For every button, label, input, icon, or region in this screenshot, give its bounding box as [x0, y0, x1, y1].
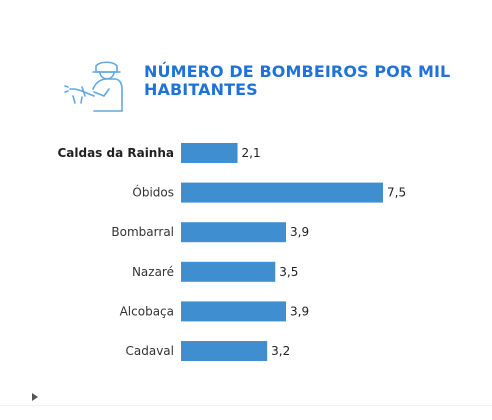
bar — [181, 341, 268, 361]
category-label: Nazaré — [132, 265, 174, 279]
bar-group: Caldas da Rainha 2,1 Óbidos 7,5 Bombarral 3,9… — [57, 143, 406, 361]
value-label: 7,5 — [387, 186, 406, 200]
value-label: 3,9 — [290, 304, 309, 318]
bar — [181, 261, 276, 282]
category-label: Caldas da Rainha — [57, 146, 174, 160]
firefighter-hose-icon — [64, 61, 123, 112]
chart-header: NÚMERO DE BOMBEIROS POR MIL HABITANTES — [62, 58, 482, 114]
category-label: Bombarral — [111, 225, 174, 239]
bar — [181, 182, 383, 203]
play-icon[interactable] — [31, 392, 39, 402]
value-label: 3,2 — [271, 344, 290, 358]
category-label: Cadaval — [126, 344, 175, 358]
value-label: 3,5 — [279, 265, 298, 279]
bar — [181, 222, 287, 243]
bar — [181, 301, 287, 322]
bottom-divider — [0, 405, 492, 406]
category-label: Óbidos — [132, 185, 174, 200]
category-label: Alcobaça — [120, 304, 174, 318]
value-label: 3,9 — [290, 225, 309, 239]
bar — [181, 143, 238, 163]
chart-title: NÚMERO DE BOMBEIROS POR MIL HABITANTES — [144, 62, 451, 99]
value-label: 2,1 — [242, 146, 261, 160]
